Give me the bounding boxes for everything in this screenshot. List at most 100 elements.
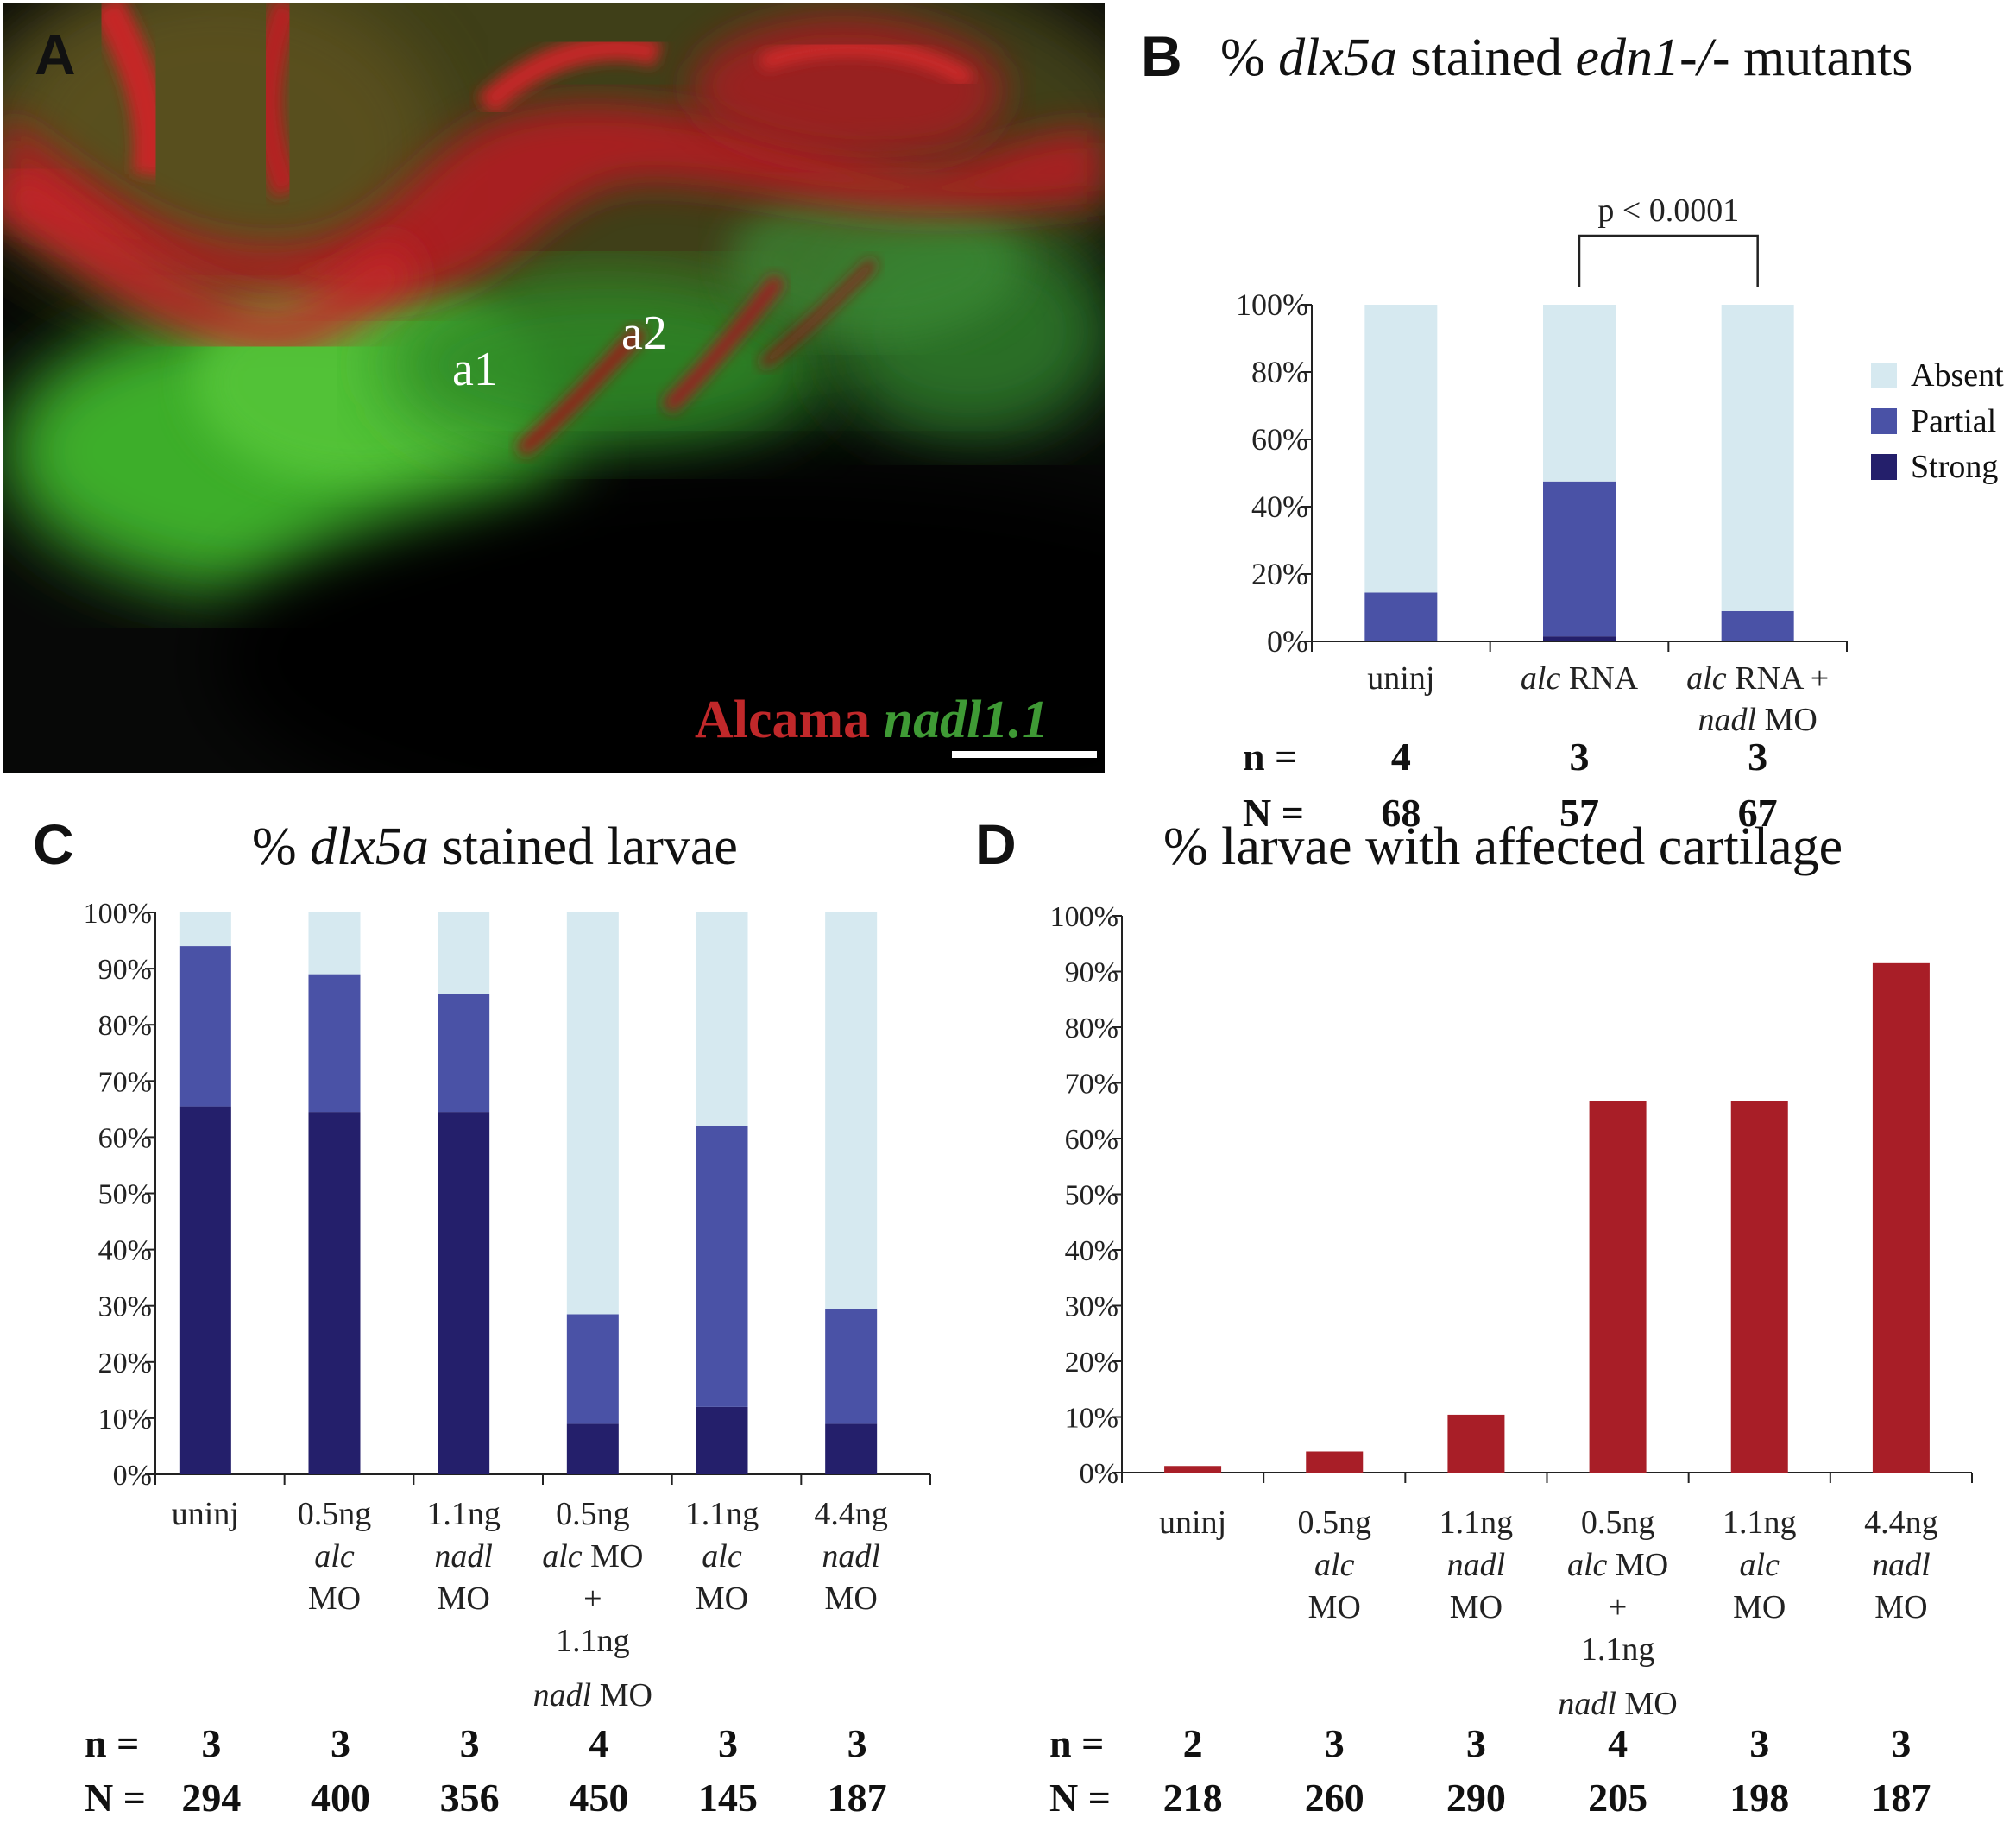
panel-c-title: % dlx5a stained larvae — [252, 820, 738, 874]
chart-b-legend: Absent Partial Strong — [1871, 352, 2004, 489]
bar-segment-absent — [438, 912, 490, 994]
bar-segment-absent — [696, 912, 748, 1126]
y-tick-label: 100% — [1050, 901, 1118, 933]
bar-segment-strong — [825, 1423, 878, 1474]
x-category-label: nadl MO — [1558, 1686, 1677, 1722]
bar-segment-strong — [696, 1406, 748, 1474]
y-tick-label: 60% — [1065, 1124, 1118, 1156]
bar-segment-absent — [1364, 305, 1438, 593]
y-tick-label: 0% — [113, 1460, 152, 1492]
bar — [1306, 1451, 1364, 1473]
chart-c-svg: 0% 10% 20% 30% 40% 50% 60% 70% 80% 90% 100% uninj 0.… — [84, 898, 931, 1820]
bar-segment-strong — [1543, 636, 1616, 641]
y-tick-label: 50% — [98, 1179, 152, 1211]
x-category-label: alc RNA + — [1686, 660, 1829, 697]
N-value: 260 — [1305, 1776, 1364, 1820]
N-value: 294 — [181, 1776, 241, 1820]
y-tick-label: 0% — [1267, 624, 1308, 659]
title-c-gene: dlx5a — [310, 817, 429, 876]
bar-segment-partial — [179, 946, 231, 1107]
N-value: 400 — [311, 1776, 370, 1820]
stain-legend: Alcama nadl1.1 — [695, 693, 1049, 747]
x-category-label: nadl MO — [1698, 702, 1818, 738]
x-category-label: alc — [314, 1538, 355, 1574]
N-value: 57 — [1559, 791, 1599, 835]
chart-d-svg: 0% 10% 20% 30% 40% 50% 60% 70% 80% 90% 100% uninj 0.… — [1049, 901, 1973, 1820]
n-value: 3 — [1325, 1721, 1345, 1765]
x-category-label: nadl — [1872, 1547, 1931, 1583]
n-value: 4 — [589, 1721, 608, 1765]
x-category-label: 4.4ng — [814, 1496, 888, 1532]
label-a2: a2 — [621, 306, 667, 360]
title-b-post: mutants — [1729, 28, 1913, 87]
legend-swatch-strong — [1871, 453, 1897, 480]
legend-label-absent: Absent — [1911, 357, 2004, 394]
y-tick-label: 100% — [84, 898, 152, 930]
x-category-label: alc — [702, 1538, 742, 1574]
bar-segment-partial — [1543, 481, 1616, 637]
x-category-label: nadl — [434, 1538, 493, 1574]
x-category-label: MO — [1733, 1589, 1786, 1625]
n-label: n = — [1049, 1721, 1104, 1765]
panel-d-title: % larvae with affected cartilage — [1163, 817, 1843, 876]
legend-swatch-partial — [1871, 407, 1897, 434]
x-category-label: + — [1609, 1589, 1627, 1625]
x-category-label: MO — [1308, 1589, 1361, 1625]
y-tick-label: 100% — [1236, 287, 1308, 322]
bar-segment-partial — [308, 974, 361, 1113]
y-tick-label: 20% — [1251, 557, 1308, 591]
y-tick-label: 60% — [98, 1122, 152, 1154]
legend-label-partial: Partial — [1911, 402, 1997, 439]
x-category-label: uninj — [1159, 1505, 1226, 1541]
x-category-label: 0.5ng — [556, 1496, 630, 1532]
bar-segment-partial — [438, 994, 490, 1113]
x-category-label: 0.5ng — [1581, 1505, 1655, 1541]
n-value: 3 — [847, 1721, 867, 1765]
x-category-label: alc MO — [1567, 1547, 1668, 1583]
n-value: 3 — [1891, 1721, 1911, 1765]
micrograph-image — [3, 3, 1105, 773]
n-label: n = — [1243, 735, 1297, 779]
bar-segment-absent — [308, 912, 361, 975]
bar-segment-absent — [1543, 305, 1616, 482]
bar-segment-strong — [566, 1423, 619, 1474]
x-category-label: uninj — [172, 1496, 239, 1532]
chart-b: 0% 20% 40% 60% 80% 100% uninj alc RNA alc RNA + n… — [1191, 138, 1864, 835]
y-tick-label: 10% — [98, 1404, 152, 1436]
bar — [1872, 962, 1930, 1473]
N-value: 198 — [1729, 1776, 1789, 1820]
N-value: 187 — [828, 1776, 887, 1820]
x-category-label: 1.1ng — [556, 1623, 630, 1659]
bar-segment-partial — [1364, 592, 1438, 641]
n-value: 3 — [331, 1721, 350, 1765]
x-category-label: uninj — [1367, 660, 1434, 697]
bar — [1447, 1414, 1505, 1473]
x-category-label: nadl MO — [533, 1677, 652, 1713]
scale-bar — [952, 751, 1097, 758]
n-value: 3 — [1748, 735, 1767, 779]
bar-segment-strong — [179, 1106, 231, 1474]
y-tick-label: 40% — [1251, 489, 1308, 524]
label-a1: a1 — [452, 343, 498, 396]
y-tick-label: 30% — [98, 1291, 152, 1323]
x-category-label: MO — [1450, 1589, 1503, 1625]
bar — [1164, 1466, 1222, 1473]
y-tick-label: 20% — [1065, 1347, 1118, 1379]
title-b-gene: dlx5a — [1278, 28, 1397, 87]
title-b-mid: stained — [1396, 28, 1576, 87]
x-category-label: MO — [825, 1581, 878, 1617]
bar-segment-partial — [696, 1126, 748, 1407]
bar-segment-strong — [308, 1112, 361, 1474]
x-category-label: MO — [696, 1581, 748, 1617]
n-value: 3 — [201, 1721, 221, 1765]
y-tick-label: 30% — [1065, 1291, 1118, 1323]
x-category-label: alc — [1314, 1547, 1355, 1583]
n-label: n = — [85, 1721, 139, 1765]
panel-b-title: % dlx5a stained edn1-/- mutants — [1220, 31, 1912, 85]
N-value: 67 — [1738, 791, 1778, 835]
y-tick-label: 70% — [98, 1066, 152, 1098]
bar-segment-partial — [566, 1314, 619, 1424]
x-category-label: 0.5ng — [1298, 1505, 1372, 1541]
stain-red-label: Alcama — [695, 691, 871, 749]
n-value: 3 — [460, 1721, 480, 1765]
